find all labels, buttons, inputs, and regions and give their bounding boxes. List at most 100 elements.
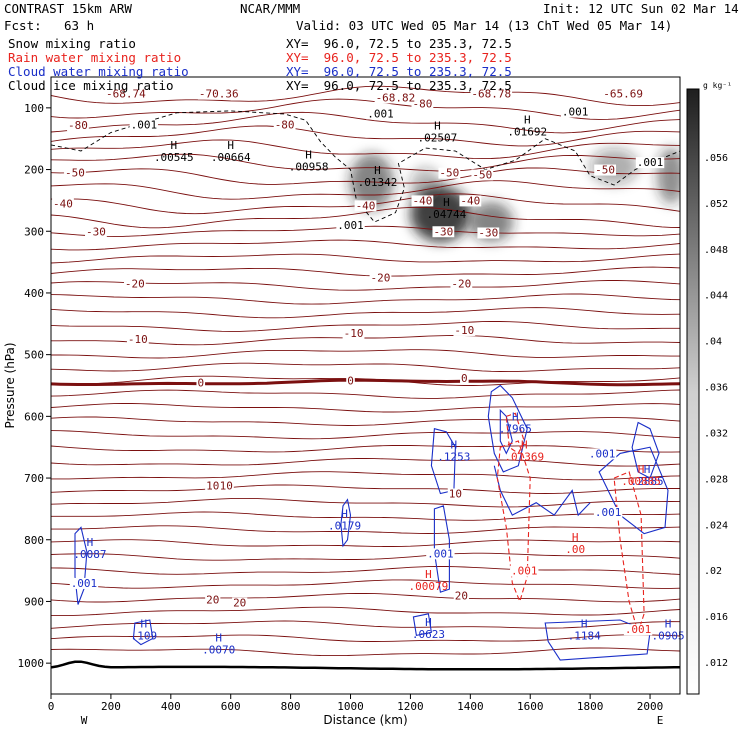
- isotherm-34: [51, 552, 680, 561]
- temperature-label-4: -40: [411, 194, 434, 207]
- x-tick-label-6: 1200: [397, 700, 424, 713]
- maximum-value-15: .0905: [651, 629, 684, 642]
- contour-value-label-1: .001: [336, 219, 365, 232]
- temperature-label-25: 10: [447, 487, 463, 500]
- rain-contour-1: [613, 471, 645, 635]
- temperature-label-23: 10: [205, 479, 221, 492]
- temperature-label-7: -50: [64, 167, 86, 180]
- maximum-marker-20: H: [425, 568, 432, 581]
- cloud-water-contour-9: [132, 619, 154, 646]
- maximum-value-5: .04744: [427, 208, 467, 221]
- svg-text:0: 0: [197, 376, 204, 389]
- svg-text:0: 0: [347, 375, 354, 388]
- svg-text:.001: .001: [562, 106, 589, 119]
- temperature-label-9: -80: [411, 98, 434, 111]
- cloud-water-contour-1: [340, 498, 352, 548]
- svg-text:-50: -50: [472, 168, 492, 181]
- legend-cloud-water: Cloud water mixing ratio: [8, 64, 189, 79]
- y-tick-label-1: 200: [24, 164, 44, 177]
- maximum-marker-7: H: [512, 411, 519, 424]
- maximum-value-2: .00958: [289, 160, 329, 173]
- svg-text:-10: -10: [128, 333, 148, 346]
- temperature-label-11: -30: [432, 225, 455, 238]
- isotherm-32: [51, 525, 680, 534]
- svg-text:.001: .001: [589, 447, 616, 460]
- isotherm-9: [51, 206, 680, 229]
- isotherm-3: [51, 125, 680, 147]
- cloud-water-contour-5: [499, 408, 513, 455]
- svg-text:-40: -40: [460, 194, 480, 207]
- legend-rain: Rain water mixing ratio: [8, 50, 182, 65]
- y-tick-label-4: 500: [24, 349, 44, 362]
- colorbar-gradient: [686, 88, 700, 695]
- surface-pressure-line: [51, 660, 680, 671]
- cloud-water-contour-11: [493, 465, 591, 517]
- svg-text:-50: -50: [439, 167, 459, 180]
- isotherm-7: [51, 180, 680, 200]
- colorbar-tick-8: .024: [704, 520, 728, 531]
- contour-value-label-4: .001: [635, 156, 665, 169]
- cloud-water-contour-0: [74, 526, 88, 605]
- isotherm-17: [51, 321, 680, 332]
- svg-text:.001: .001: [71, 577, 98, 590]
- isotherm-6: [51, 167, 680, 185]
- surface-line: [51, 660, 680, 671]
- svg-text:.001: .001: [625, 623, 652, 636]
- svg-text:20: 20: [206, 594, 219, 607]
- maximum-marker-13: H: [425, 616, 432, 629]
- svg-text:-30: -30: [478, 226, 498, 239]
- colorbar-tick-1: .052: [704, 199, 728, 210]
- temperature-label-1: -50: [438, 167, 461, 180]
- temperature-label-14: -20: [123, 278, 146, 291]
- maximum-value-16: .2885: [630, 475, 663, 488]
- colorbar-tick-9: .02: [704, 566, 722, 577]
- contour-value-label-9: .001: [510, 565, 539, 578]
- isotherm-22: [51, 389, 680, 399]
- svg-text:20: 20: [233, 597, 246, 610]
- maximum-value-3: .01342: [358, 176, 398, 189]
- center-label: NCAR/MMM: [240, 1, 301, 16]
- contour-value-label-2: .001: [366, 107, 395, 120]
- x-end-label-east: E: [657, 714, 664, 727]
- isotherm-24: [51, 416, 680, 426]
- colorbar-tick-4: .04: [704, 337, 722, 348]
- maximum-marker-18: H: [638, 463, 645, 476]
- maximum-value-17: .01369: [504, 450, 544, 463]
- maximum-marker-4: H: [434, 119, 441, 132]
- maximum-marker-2: H: [305, 148, 312, 161]
- colorbar-tick-5: .036: [704, 383, 728, 394]
- temperature-label-17: -10: [126, 333, 149, 346]
- svg-text:-40: -40: [412, 194, 432, 207]
- svg-text:10: 10: [206, 479, 219, 492]
- isotherm-20: [51, 362, 680, 373]
- svg-text:-20: -20: [125, 278, 145, 291]
- maximum-marker-6: H: [524, 113, 531, 126]
- valid-time: Valid: 03 UTC Wed 05 Mar 14 (13 ChT Wed …: [296, 18, 673, 33]
- isotherm-31: [51, 511, 680, 521]
- rain-contour-2: [505, 412, 525, 455]
- model-title: CONTRAST 15km ARW: [4, 1, 132, 16]
- isotherm-16: [51, 307, 680, 319]
- isotherm-1: [51, 98, 680, 120]
- y-tick-label-2: 300: [24, 225, 44, 238]
- maximum-value-18: .00885: [621, 475, 661, 488]
- maximum-value-12: .0070: [202, 644, 235, 657]
- y-tick-label-5: 600: [24, 410, 44, 423]
- temperature-label-19: -10: [453, 324, 476, 337]
- svg-text:-80: -80: [68, 119, 88, 132]
- y-tick-label-3: 400: [24, 287, 44, 300]
- maximum-value-8: .1253: [437, 450, 470, 463]
- svg-text:10: 10: [220, 479, 233, 492]
- svg-text:-70.36: -70.36: [199, 88, 239, 101]
- temperature-label-16: -20: [450, 278, 473, 291]
- maximum-marker-1: H: [227, 139, 234, 152]
- maximum-value-20: .00079: [409, 580, 449, 593]
- isotherm-27: [51, 458, 680, 467]
- temperature-label-0: -50: [594, 164, 617, 177]
- svg-text:-68.74: -68.74: [106, 88, 146, 101]
- contour-value-label-8: .001: [593, 506, 623, 519]
- top-temperature-label-2: -68.82: [374, 91, 417, 104]
- isotherm-5: [51, 153, 680, 172]
- svg-text:-10: -10: [344, 327, 364, 340]
